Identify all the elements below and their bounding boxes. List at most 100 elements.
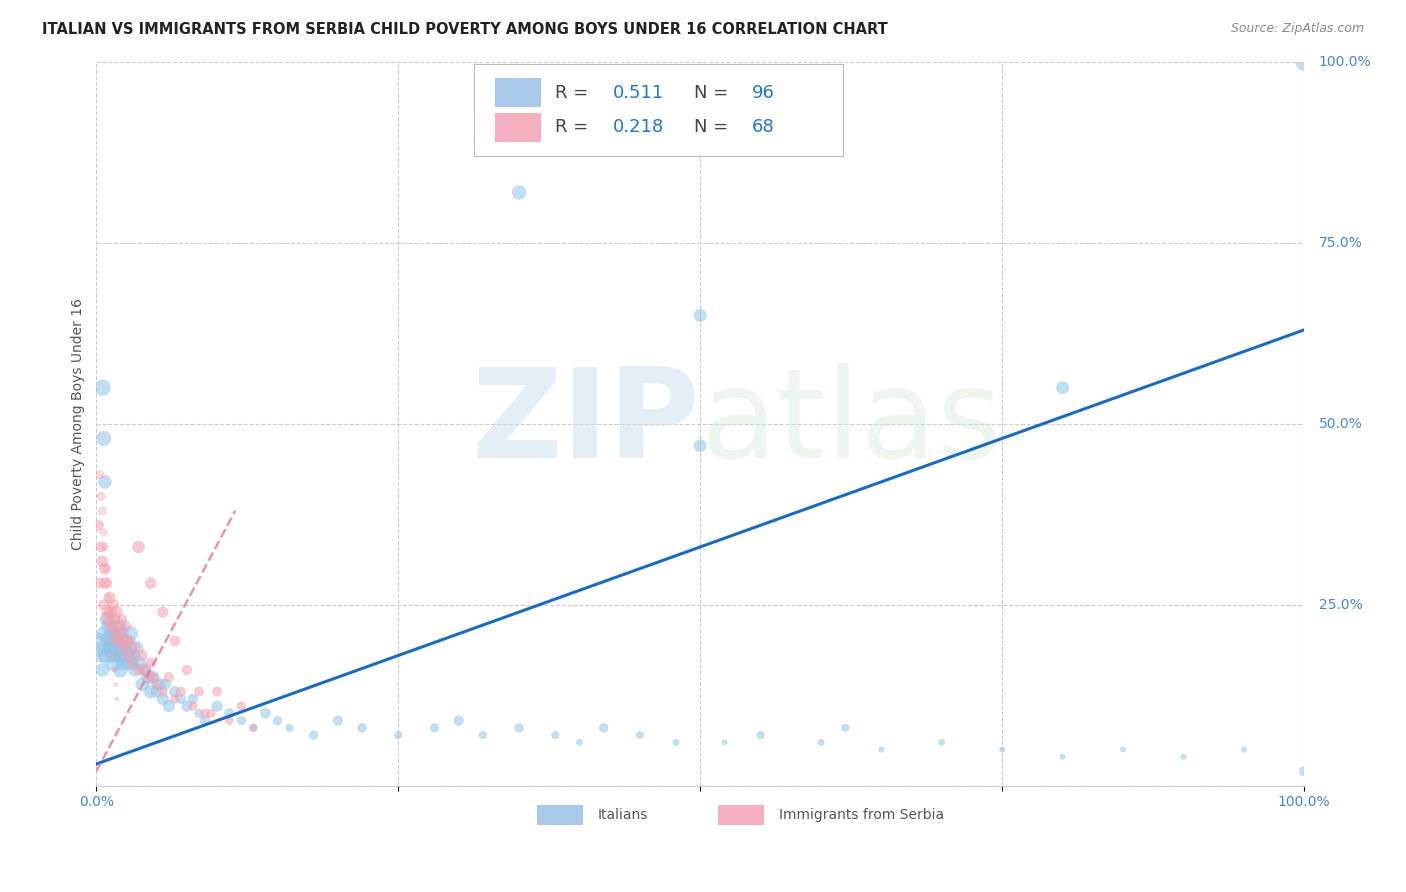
- Point: [118, 648, 141, 663]
- Point: [152, 691, 174, 706]
- Text: 25.0%: 25.0%: [1319, 598, 1362, 612]
- Point: [121, 648, 143, 663]
- Point: [170, 684, 193, 698]
- Text: Italians: Italians: [598, 808, 648, 822]
- Point: [157, 699, 180, 714]
- Point: [101, 619, 124, 633]
- Point: [568, 735, 591, 749]
- Point: [98, 591, 121, 605]
- Point: [94, 648, 117, 663]
- Point: [105, 605, 128, 619]
- Point: [98, 619, 121, 633]
- Point: [242, 721, 264, 735]
- Text: 100.0%: 100.0%: [1319, 55, 1371, 70]
- Y-axis label: Child Poverty Among Boys Under 16: Child Poverty Among Boys Under 16: [72, 298, 86, 550]
- Text: ZIP: ZIP: [471, 363, 700, 484]
- Text: 0.218: 0.218: [613, 119, 665, 136]
- Point: [242, 721, 264, 735]
- Point: [89, 634, 111, 648]
- Point: [188, 684, 211, 698]
- Point: [152, 605, 174, 619]
- Point: [96, 576, 118, 591]
- Point: [689, 309, 711, 323]
- Point: [352, 721, 374, 735]
- Point: [114, 634, 136, 648]
- Point: [120, 626, 142, 640]
- Point: [194, 714, 217, 728]
- Point: [302, 728, 325, 742]
- Text: N =: N =: [695, 119, 734, 136]
- Point: [749, 728, 772, 742]
- Point: [254, 706, 277, 721]
- Point: [145, 684, 167, 698]
- Point: [93, 525, 115, 540]
- Point: [447, 714, 470, 728]
- Point: [96, 605, 118, 619]
- Point: [89, 576, 111, 591]
- Point: [713, 735, 735, 749]
- Point: [1173, 749, 1195, 764]
- Point: [153, 677, 176, 691]
- Point: [121, 656, 143, 670]
- Point: [105, 634, 128, 648]
- Point: [94, 475, 117, 489]
- Point: [103, 656, 125, 670]
- Point: [111, 612, 134, 626]
- Point: [218, 706, 240, 721]
- Point: [136, 670, 159, 684]
- Point: [114, 619, 136, 633]
- Point: [991, 742, 1014, 756]
- Point: [134, 663, 156, 677]
- FancyBboxPatch shape: [495, 112, 541, 142]
- FancyBboxPatch shape: [537, 805, 583, 825]
- Point: [142, 670, 165, 684]
- Point: [100, 641, 122, 656]
- Point: [96, 612, 118, 626]
- Point: [1112, 742, 1135, 756]
- Point: [508, 186, 530, 200]
- Point: [176, 663, 198, 677]
- Point: [1294, 764, 1316, 779]
- Point: [689, 439, 711, 453]
- Point: [834, 721, 856, 735]
- Point: [93, 598, 115, 612]
- Point: [125, 641, 148, 656]
- Point: [120, 656, 142, 670]
- Point: [93, 641, 115, 656]
- Point: [194, 706, 217, 721]
- Point: [103, 612, 125, 626]
- Point: [218, 714, 240, 728]
- Point: [157, 670, 180, 684]
- Point: [91, 504, 114, 518]
- Point: [124, 641, 146, 656]
- Point: [107, 619, 129, 633]
- Point: [1294, 55, 1316, 70]
- Point: [128, 656, 150, 670]
- Point: [326, 714, 349, 728]
- Point: [108, 634, 131, 648]
- Point: [91, 554, 114, 568]
- FancyBboxPatch shape: [718, 805, 765, 825]
- Point: [148, 677, 170, 691]
- Point: [131, 648, 153, 663]
- Point: [103, 663, 125, 677]
- Text: R =: R =: [555, 119, 595, 136]
- Point: [188, 706, 211, 721]
- FancyBboxPatch shape: [495, 78, 541, 107]
- Point: [98, 605, 121, 619]
- Point: [93, 431, 115, 445]
- Point: [90, 540, 112, 554]
- Text: N =: N =: [695, 84, 734, 102]
- Point: [266, 714, 288, 728]
- Point: [628, 728, 651, 742]
- Point: [205, 699, 228, 714]
- Point: [810, 735, 832, 749]
- Point: [145, 677, 167, 691]
- Point: [1052, 749, 1074, 764]
- Point: [200, 706, 222, 721]
- Point: [508, 721, 530, 735]
- Text: Source: ZipAtlas.com: Source: ZipAtlas.com: [1230, 22, 1364, 36]
- Point: [205, 684, 228, 698]
- Point: [139, 684, 162, 698]
- Point: [100, 605, 122, 619]
